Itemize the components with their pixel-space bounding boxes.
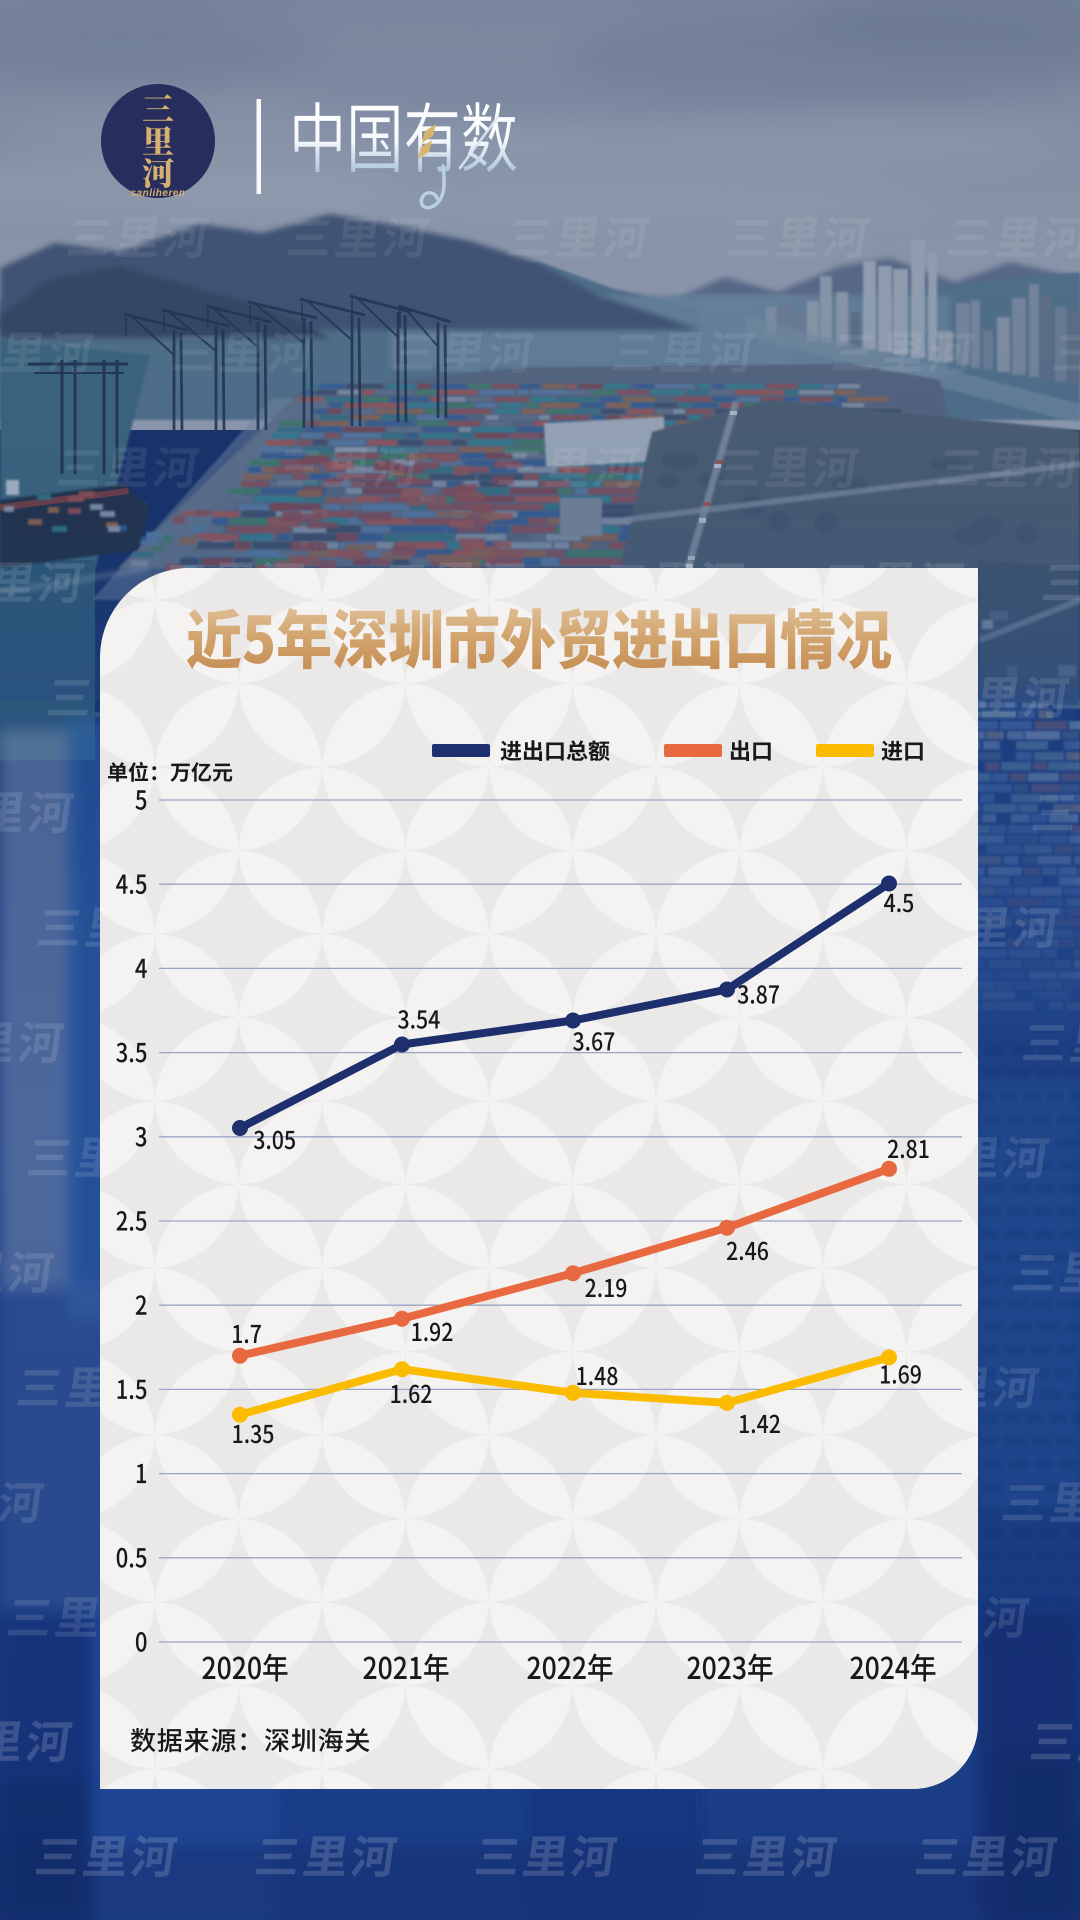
svg-text:sanliheren: sanliheren (130, 188, 185, 199)
